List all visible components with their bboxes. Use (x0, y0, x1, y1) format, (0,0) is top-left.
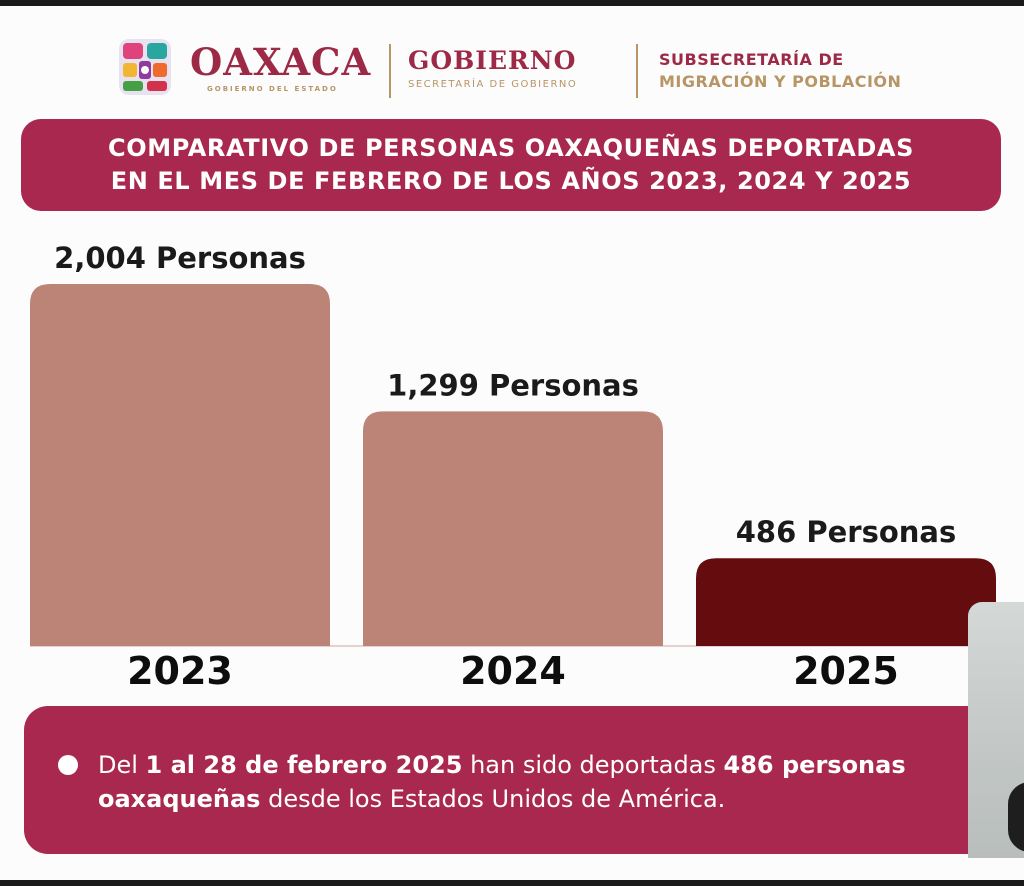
value-label-2024: 1,299 Personas (387, 368, 639, 402)
subsecretaria-line1: SUBSECRETARÍA DE (659, 50, 844, 69)
presenter-silhouette (1008, 782, 1024, 852)
title-line-1: COMPARATIVO DE PERSONAS OAXAQUEÑAS DEPOR… (108, 134, 914, 162)
secretaria-subtitle: SECRETARÍA DE GOBIERNO (408, 79, 578, 90)
subsecretaria-line2: MIGRACIÓN Y POBLACIÓN (659, 72, 902, 91)
header-divider (636, 44, 638, 98)
header-divider (389, 44, 391, 98)
bar-2023 (30, 284, 330, 646)
bar-2024 (363, 411, 663, 646)
category-label-2023: 2023 (127, 649, 233, 693)
note-pre: Del (98, 751, 146, 779)
note-date-range: 1 al 28 de febrero 2025 (145, 751, 463, 779)
title-banner: COMPARATIVO DE PERSONAS OAXAQUEÑAS DEPOR… (21, 119, 1001, 211)
note-text: Del 1 al 28 de febrero 2025 han sido dep… (98, 748, 978, 816)
gobierno-title: GOBIERNO (408, 46, 577, 75)
note-box: Del 1 al 28 de febrero 2025 han sido dep… (24, 706, 1014, 854)
value-label-2025: 486 Personas (736, 515, 957, 549)
oaxaca-emblem-icon (119, 39, 171, 95)
title-line-2: EN EL MES DE FEBRERO DE LOS AÑOS 2023, 2… (110, 167, 912, 195)
bullet-icon (58, 755, 78, 775)
category-label-2024: 2024 (460, 649, 566, 693)
bar-2025 (696, 558, 996, 646)
brand-subtitle: GOBIERNO DEL ESTADO (207, 85, 338, 93)
note-mid: han sido deportadas (462, 751, 724, 779)
webcam-overlay (968, 602, 1024, 858)
slide: OAXACA GOBIERNO DEL ESTADO GOBIERNO SECR… (0, 6, 1024, 880)
note-count: 486 personas oaxaqueñas (98, 751, 906, 813)
category-label-2025: 2025 (793, 649, 899, 693)
brand-oaxaca: OAXACA (190, 40, 372, 84)
note-post: desde los Estados Unidos de América. (260, 785, 726, 813)
bar-chart: 2,004 Personas 2023 1,299 Personas 2024 486 … (30, 241, 996, 693)
value-label-2023: 2,004 Personas (54, 241, 306, 275)
